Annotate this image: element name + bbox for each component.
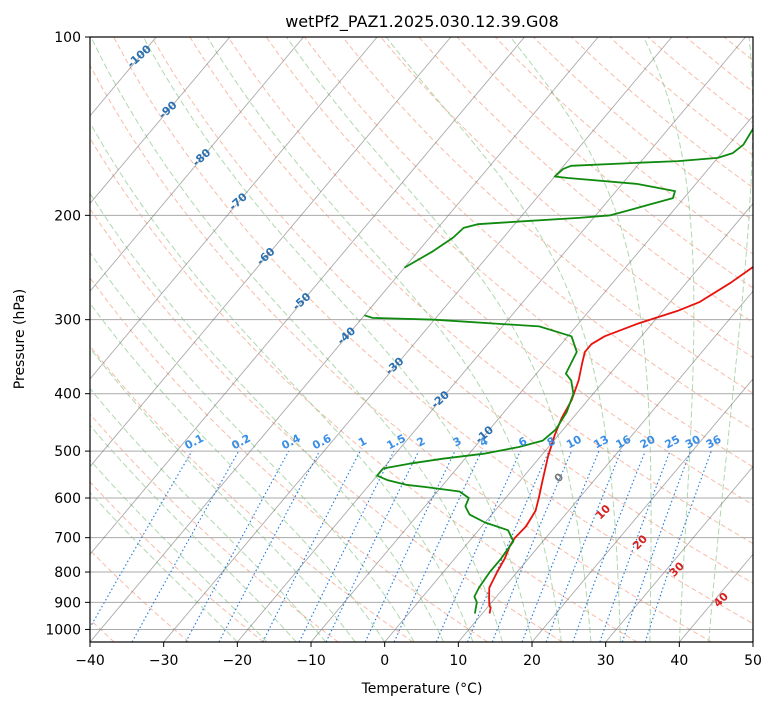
- data-lines: [364, 126, 753, 614]
- dry-adiabat-line: [227, 37, 753, 506]
- y-tick-label: 300: [54, 313, 81, 329]
- isotherm-line: [90, 37, 599, 642]
- y-tick-label: 900: [54, 595, 81, 611]
- x-tick-label: 40: [670, 653, 688, 669]
- dry-adiabat-line: [90, 481, 264, 642]
- isotherm-line: [384, 202, 753, 642]
- isotherm-line: [90, 37, 231, 205]
- dry-adiabat-line: [571, 37, 753, 189]
- dry-adiabat-line: [189, 37, 753, 545]
- y-axis-title: Pressure (hPa): [12, 289, 28, 389]
- moist-adiabat-line: [90, 387, 327, 642]
- y-tick-label: 800: [54, 565, 81, 581]
- mixing-ratio-label: 36: [704, 433, 724, 452]
- y-axis: 1000 900 800 700 600 500 400 300 200 100: [45, 30, 90, 638]
- isotherm-line: [90, 37, 525, 556]
- isotherm-line: [310, 115, 753, 642]
- isotherm-line: [90, 37, 304, 292]
- x-tick-label: 0: [380, 653, 389, 669]
- x-tick-label: −10: [296, 653, 326, 669]
- y-tick-label: 500: [54, 444, 81, 460]
- moist-adiabat-line: [286, 37, 592, 642]
- isotherm-line: [90, 37, 452, 468]
- moist-adiabat-line: [90, 121, 474, 642]
- x-tick-label: 20: [523, 653, 541, 669]
- mixing-ratio-label: 30: [683, 433, 703, 452]
- isotherm-line: [457, 290, 753, 642]
- isotherm-line: [605, 465, 753, 642]
- mixing-ratio-line: [491, 450, 573, 642]
- mixing-ratio-label: 20: [638, 433, 658, 452]
- moist-adiabat-line: [90, 192, 445, 642]
- isotherm-line: [163, 37, 673, 642]
- dry-adiabat-line: [90, 277, 488, 642]
- mixing-ratio-label: 13: [591, 433, 611, 452]
- isotherm-line: [236, 37, 746, 642]
- y-tick-label: 100: [54, 30, 81, 46]
- mixing-ratio-line: [298, 450, 395, 642]
- mixing-ratio-line: [435, 450, 521, 642]
- mixing-ratio-label: 16: [614, 433, 634, 452]
- profile-line: [364, 314, 578, 614]
- moist-adiabat-line: [509, 37, 652, 642]
- profile-line: [404, 126, 753, 269]
- isotherm-line: [531, 378, 753, 642]
- moist-adiabat-line: [385, 37, 621, 642]
- mixing-ratio-line: [262, 450, 361, 642]
- moist-adiabat-line: [90, 424, 297, 642]
- y-tick-label: 1000: [45, 622, 81, 638]
- x-tick-label: −30: [149, 653, 179, 669]
- mixing-ratio-line: [521, 450, 600, 642]
- mixing-ratio-line: [466, 450, 550, 642]
- moist-adiabat-line: [142, 37, 533, 642]
- isotherm-line: [90, 37, 378, 380]
- mixing-ratio-line: [644, 450, 712, 642]
- moist-adiabat-line: [90, 347, 356, 642]
- y-tick-label: 600: [54, 491, 81, 507]
- moist-adiabat-line: [708, 37, 753, 642]
- dry-adiabat-line: [90, 207, 563, 642]
- mixing-ratio-line: [621, 450, 692, 642]
- dry-adiabat-line: [90, 64, 712, 642]
- mixing-ratio-line: [218, 450, 320, 642]
- x-axis-title: Temperature (°C): [361, 681, 483, 697]
- y-tick-label: 700: [54, 531, 81, 547]
- mixing-ratio-label: 25: [663, 433, 683, 452]
- moist-adiabat-line: [643, 37, 695, 642]
- dry-adiabat-line: [380, 37, 753, 359]
- moist-adiabat-line: [90, 251, 415, 642]
- x-axis: −40 −30 −20 −10 0 10 20 30 40 50: [75, 642, 762, 669]
- x-tick-label: −40: [75, 653, 105, 669]
- mixing-ratio-line: [545, 450, 622, 642]
- dry-adiabat-line: [151, 37, 753, 584]
- x-tick-label: 10: [449, 653, 467, 669]
- mixing-ratio-line: [131, 450, 240, 642]
- moist-adiabat-line: [90, 459, 268, 642]
- background-lines: [90, 37, 753, 642]
- plot-frame: [89, 36, 754, 643]
- dry-adiabat-line: [304, 37, 753, 431]
- dry-adiabat-line: [342, 37, 753, 394]
- dry-adiabat-line: [494, 37, 753, 255]
- chart-title: wetPf2_PAZ1.2025.030.12.39.G08: [285, 12, 559, 32]
- y-tick-label: 400: [54, 387, 81, 403]
- mixing-ratio-label: 10: [564, 433, 584, 452]
- dry-adiabat-line: [90, 137, 638, 642]
- mixing-ratio-line: [599, 450, 671, 642]
- x-tick-label: 30: [597, 653, 615, 669]
- mixing-ratio-line: [185, 450, 290, 642]
- y-tick-label: 200: [54, 208, 81, 224]
- x-tick-label: −20: [223, 653, 253, 669]
- moist-adiabat-line: [90, 491, 238, 642]
- mixing-ratio-line: [572, 450, 646, 642]
- moist-adiabat-line: [90, 37, 503, 642]
- x-tick-label: 50: [744, 653, 762, 669]
- dry-adiabat-line: [265, 37, 753, 468]
- dry-adiabat-line: [113, 37, 753, 625]
